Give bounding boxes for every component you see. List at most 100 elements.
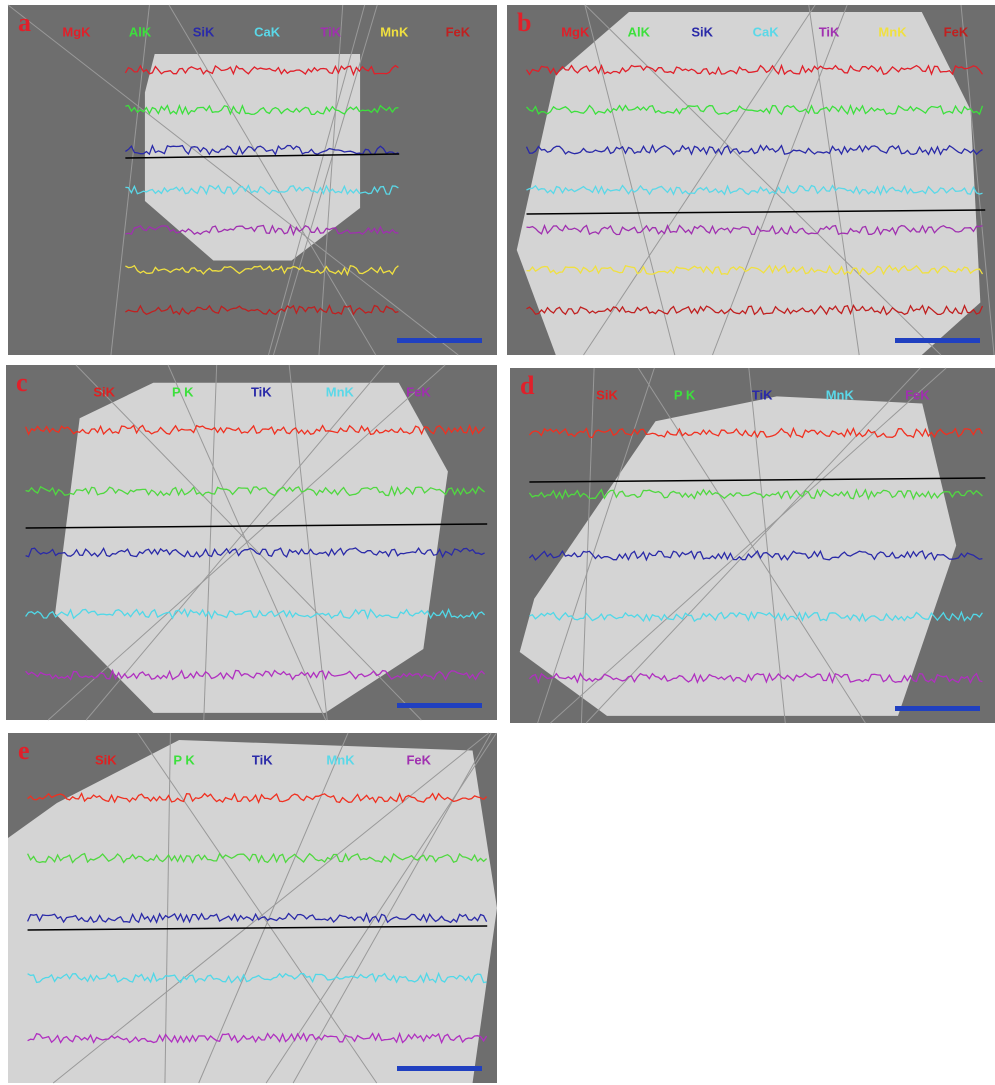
element-label: AlK [129, 24, 152, 39]
crack [272, 4, 378, 356]
element-label: P K [674, 387, 696, 402]
line-scan-trace [24, 423, 486, 436]
line-scan-trace [27, 1031, 488, 1045]
crack [585, 367, 921, 724]
crack [584, 4, 676, 356]
element-label: MnK [326, 384, 355, 399]
crack [137, 732, 378, 1084]
element-label: P K [173, 752, 195, 767]
line-scan-trace [526, 103, 984, 116]
scan-line [27, 925, 488, 931]
crack [550, 367, 947, 724]
element-label: FeK [406, 752, 431, 767]
line-scan-trace [525, 143, 983, 156]
crack [75, 364, 422, 721]
scan-line [125, 153, 400, 159]
panel: e SiK P K TiK MnK FeK [8, 732, 497, 1084]
line-scan-trace [526, 303, 984, 316]
crack [203, 364, 218, 721]
panel: b MgK AlK SiK CaK TiK MnK FeK [507, 4, 995, 356]
line-scan-trace [27, 852, 488, 864]
line-scan-trace [27, 791, 488, 805]
crack [537, 367, 655, 724]
panel-label: e [18, 736, 30, 765]
element-label: TiK [251, 384, 272, 399]
line-scan-trace [125, 143, 399, 156]
element-label: SiK [95, 752, 117, 767]
element-label: AlK [628, 24, 651, 39]
scan-line [526, 209, 986, 215]
crack [637, 367, 866, 724]
element-label: SiK [193, 24, 215, 39]
panel: c SiK P K TiK MnK FeK [6, 364, 497, 721]
crack [712, 4, 848, 356]
scan-line [529, 477, 986, 483]
panel: a MgK AlK SiK CaK TiK MnK FeK [7, 4, 497, 356]
crack [268, 4, 366, 356]
crystal [144, 54, 361, 261]
panel: d SiK P K TiK MnK FeK [510, 367, 995, 724]
element-label: MnK [380, 24, 409, 39]
element-label: FeK [905, 387, 930, 402]
line-scan-trace [124, 64, 399, 77]
line-scan-trace [528, 488, 983, 501]
element-label: P K [172, 384, 194, 399]
crack [168, 4, 377, 356]
line-scan-trace [526, 223, 983, 236]
crystal [516, 12, 981, 355]
crack [52, 732, 489, 1084]
element-label: FeK [944, 24, 969, 39]
crack [580, 367, 595, 724]
line-scan-trace [125, 303, 399, 316]
crack [960, 4, 995, 356]
crack [110, 4, 150, 356]
panel-label: d [520, 371, 535, 400]
element-label: TiK [320, 24, 341, 39]
scale-bar [895, 706, 980, 711]
line-scan-trace [25, 485, 485, 497]
crack [198, 732, 349, 1084]
crack [583, 4, 816, 356]
scan-line [25, 523, 488, 529]
crack [164, 732, 171, 1084]
scale-bar [397, 338, 482, 343]
panel-label: b [517, 8, 531, 37]
element-label: CaK [254, 24, 281, 39]
element-label: MnK [878, 24, 907, 39]
line-scan-trace [25, 668, 486, 681]
line-scan-trace [25, 546, 485, 559]
crack [318, 4, 344, 356]
line-scan-trace [528, 426, 983, 439]
crack [167, 364, 327, 721]
line-scan-trace [27, 911, 488, 924]
line-scan-trace [526, 184, 983, 196]
line-scan-trace [27, 971, 487, 984]
crack [748, 367, 786, 724]
panel-label: a [18, 8, 31, 37]
element-label: TiK [819, 24, 840, 39]
element-label: MgK [62, 24, 91, 39]
scale-bar [397, 1066, 482, 1071]
element-label: MnK [326, 752, 355, 767]
crack [292, 732, 492, 1084]
element-label: FeK [406, 384, 431, 399]
scale-bar [895, 338, 980, 343]
line-scan-trace [528, 671, 983, 685]
line-scan-trace [528, 549, 983, 562]
line-scan-trace [125, 184, 399, 196]
crystal [519, 396, 957, 716]
crack [288, 364, 328, 721]
line-scan-trace [125, 223, 399, 237]
panel-label: c [16, 368, 28, 397]
line-scan-trace [25, 607, 486, 620]
line-scan-trace [529, 610, 983, 623]
line-scan-trace [125, 264, 399, 277]
element-label: SiK [93, 384, 115, 399]
line-scan-trace [525, 63, 984, 76]
crack [7, 4, 459, 356]
element-label: TiK [252, 752, 273, 767]
element-label: TiK [752, 387, 773, 402]
crack [85, 364, 386, 721]
element-label: CaK [753, 24, 780, 39]
